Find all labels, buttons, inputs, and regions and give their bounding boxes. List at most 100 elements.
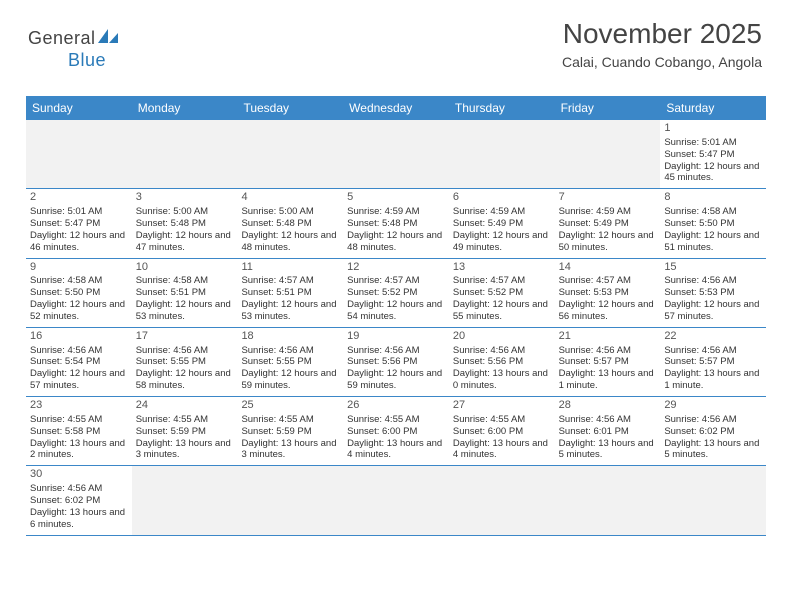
day-number: 2 [30,191,128,205]
calendar-cell: 14Sunrise: 4:57 AMSunset: 5:53 PMDayligh… [555,259,661,327]
daylight-line: Daylight: 12 hours and 59 minutes. [347,368,445,392]
calendar-cell: 24Sunrise: 4:55 AMSunset: 5:59 PMDayligh… [132,397,238,465]
sunset-line: Sunset: 5:50 PM [30,287,128,299]
daylight-line: Daylight: 12 hours and 53 minutes. [136,299,234,323]
calendar-cell [660,466,766,534]
day-number: 22 [664,330,762,344]
daylight-line: Daylight: 13 hours and 2 minutes. [30,438,128,462]
logo-text-2: Blue [68,50,106,70]
calendar-cell [26,120,132,188]
day-number: 3 [136,191,234,205]
sunrise-line: Sunrise: 4:58 AM [136,275,234,287]
day-number: 13 [453,261,551,275]
day-number: 9 [30,261,128,275]
day-number: 11 [241,261,339,275]
sunrise-line: Sunrise: 4:56 AM [453,345,551,357]
daylight-line: Daylight: 12 hours and 53 minutes. [241,299,339,323]
daylight-line: Daylight: 12 hours and 46 minutes. [30,230,128,254]
calendar-cell: 26Sunrise: 4:55 AMSunset: 6:00 PMDayligh… [343,397,449,465]
sunset-line: Sunset: 5:47 PM [30,218,128,230]
sunrise-line: Sunrise: 4:56 AM [347,345,445,357]
brand-logo: General Blue [28,28,120,71]
sunrise-line: Sunrise: 4:58 AM [664,206,762,218]
sunset-line: Sunset: 5:47 PM [664,149,762,161]
daylight-line: Daylight: 12 hours and 48 minutes. [241,230,339,254]
sunset-line: Sunset: 6:02 PM [30,495,128,507]
logo-sail-icon [98,29,120,50]
daylight-line: Daylight: 12 hours and 57 minutes. [30,368,128,392]
sunset-line: Sunset: 5:48 PM [347,218,445,230]
sunset-line: Sunset: 5:59 PM [136,426,234,438]
sunset-line: Sunset: 5:48 PM [241,218,339,230]
calendar-cell [237,466,343,534]
sunset-line: Sunset: 6:00 PM [347,426,445,438]
calendar-cell: 15Sunrise: 4:56 AMSunset: 5:53 PMDayligh… [660,259,766,327]
day-number: 24 [136,399,234,413]
calendar-cell: 3Sunrise: 5:00 AMSunset: 5:48 PMDaylight… [132,189,238,257]
sunrise-line: Sunrise: 4:57 AM [453,275,551,287]
sunset-line: Sunset: 5:53 PM [664,287,762,299]
calendar-cell: 21Sunrise: 4:56 AMSunset: 5:57 PMDayligh… [555,328,661,396]
sunset-line: Sunset: 5:57 PM [664,356,762,368]
daylight-line: Daylight: 13 hours and 4 minutes. [347,438,445,462]
day-header-thu: Thursday [449,96,555,120]
calendar-cell: 28Sunrise: 4:56 AMSunset: 6:01 PMDayligh… [555,397,661,465]
calendar-week-row: 23Sunrise: 4:55 AMSunset: 5:58 PMDayligh… [26,397,766,466]
calendar-cell: 2Sunrise: 5:01 AMSunset: 5:47 PMDaylight… [26,189,132,257]
calendar-week-row: 9 Sunrise: 4:58 AM Sunset: 5:50 PM Daylight… [26,259,766,328]
daylight-line: Daylight: 13 hours and 6 minutes. [30,507,128,531]
day-number: 4 [241,191,339,205]
calendar-cell: 10Sunrise: 4:58 AMSunset: 5:51 PMDayligh… [132,259,238,327]
day-number: 5 [347,191,445,205]
day-header-row: Sunday Monday Tuesday Wednesday Thursday… [26,96,766,120]
daylight-line: Daylight: 12 hours and 55 minutes. [453,299,551,323]
calendar-cell: 18Sunrise: 4:56 AMSunset: 5:55 PMDayligh… [237,328,343,396]
sunset-line: Sunset: 5:55 PM [136,356,234,368]
sunrise-line: Sunrise: 4:55 AM [136,414,234,426]
sunrise-line: Sunrise: 4:55 AM [347,414,445,426]
sunset-line: Sunset: 5:59 PM [241,426,339,438]
calendar-cell [449,120,555,188]
daylight-line: Daylight: 13 hours and 1 minute. [559,368,657,392]
day-number: 21 [559,330,657,344]
sunset-line: Sunset: 5:52 PM [453,287,551,299]
day-number: 8 [664,191,762,205]
calendar-grid: Sunday Monday Tuesday Wednesday Thursday… [26,96,766,536]
day-number: 30 [30,468,128,482]
sunset-line: Sunset: 6:00 PM [453,426,551,438]
day-number: 10 [136,261,234,275]
day-number: 28 [559,399,657,413]
calendar-cell [237,120,343,188]
calendar-cell: 19Sunrise: 4:56 AMSunset: 5:56 PMDayligh… [343,328,449,396]
day-number: 26 [347,399,445,413]
sunrise-line: Sunrise: 4:56 AM [664,414,762,426]
sunrise-line: Sunrise: 4:59 AM [347,206,445,218]
calendar-cell [343,120,449,188]
daylight-line: Daylight: 12 hours and 57 minutes. [664,299,762,323]
daylight-line: Daylight: 12 hours and 58 minutes. [136,368,234,392]
calendar-cell: 17Sunrise: 4:56 AMSunset: 5:55 PMDayligh… [132,328,238,396]
sunset-line: Sunset: 5:53 PM [559,287,657,299]
sunrise-line: Sunrise: 4:56 AM [136,345,234,357]
sunset-line: Sunset: 5:48 PM [136,218,234,230]
daylight-line: Daylight: 13 hours and 4 minutes. [453,438,551,462]
sunrise-line: Sunrise: 5:01 AM [664,137,762,149]
sunrise-line: Sunrise: 4:57 AM [559,275,657,287]
day-number: 15 [664,261,762,275]
calendar-cell: 23Sunrise: 4:55 AMSunset: 5:58 PMDayligh… [26,397,132,465]
calendar-cell [343,466,449,534]
sunset-line: Sunset: 5:52 PM [347,287,445,299]
day-header-tue: Tuesday [237,96,343,120]
calendar-cell: 30Sunrise: 4:56 AMSunset: 6:02 PMDayligh… [26,466,132,534]
calendar-cell [132,120,238,188]
calendar-cell: 5Sunrise: 4:59 AMSunset: 5:48 PMDaylight… [343,189,449,257]
daylight-line: Daylight: 12 hours and 56 minutes. [559,299,657,323]
sunrise-line: Sunrise: 4:56 AM [559,414,657,426]
sunset-line: Sunset: 6:02 PM [664,426,762,438]
sunrise-line: Sunrise: 4:57 AM [347,275,445,287]
calendar-cell: 7Sunrise: 4:59 AMSunset: 5:49 PMDaylight… [555,189,661,257]
sunset-line: Sunset: 5:51 PM [136,287,234,299]
day-header-sun: Sunday [26,96,132,120]
day-header-mon: Monday [132,96,238,120]
sunset-line: Sunset: 5:50 PM [664,218,762,230]
